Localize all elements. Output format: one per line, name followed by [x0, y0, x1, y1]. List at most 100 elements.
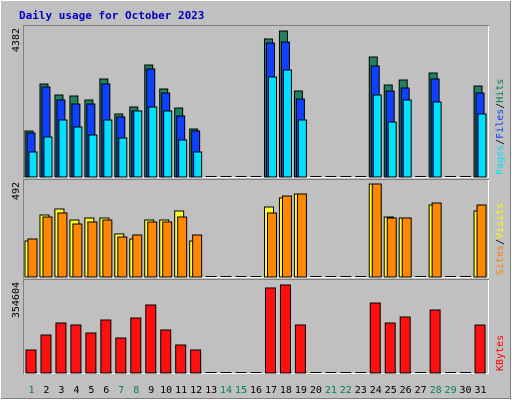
day-label: 27	[415, 385, 427, 396]
bar-sites-day-28	[431, 202, 442, 278]
bar-sites-day-3	[57, 212, 68, 278]
bar-kbytes-day-8	[130, 317, 142, 374]
panel-max-label: 4382	[11, 28, 22, 52]
day-label: 24	[370, 385, 382, 396]
bar-kbytes-day-19	[294, 324, 306, 374]
day-label: 26	[400, 385, 412, 396]
day-label: 3	[58, 385, 64, 396]
bar-sites-day-10	[162, 221, 173, 278]
day-label: 28	[430, 385, 442, 396]
bar-sites-day-5	[87, 221, 98, 278]
day-label: 22	[340, 385, 352, 396]
day-label: 18	[280, 385, 292, 396]
bar-kbytes-day-2	[40, 334, 52, 374]
bar-kbytes-day-25	[384, 322, 396, 374]
bar-kbytes-day-10	[160, 329, 172, 374]
bar-sites-day-11	[177, 216, 188, 278]
bar-pages-day-26	[402, 99, 412, 178]
day-label: 12	[190, 385, 202, 396]
bar-sites-day-18	[281, 195, 292, 278]
bar-kbytes-day-4	[70, 324, 82, 374]
legend-entry: Files	[495, 109, 506, 139]
bar-pages-day-11	[178, 139, 188, 178]
bar-pages-day-31	[477, 113, 487, 178]
day-label: 25	[385, 385, 397, 396]
panel-max-label: 492	[11, 182, 22, 200]
day-label: 5	[88, 385, 94, 396]
bar-pages-day-6	[103, 119, 113, 178]
bar-kbytes-day-24	[369, 302, 381, 374]
day-label: 17	[265, 385, 277, 396]
day-label: 10	[160, 385, 172, 396]
day-label: 31	[474, 385, 486, 396]
bar-sites-day-1	[27, 238, 38, 278]
day-label: 8	[133, 385, 139, 396]
panel-series-legend: KBytes	[495, 335, 506, 371]
legend-entry: Visits	[495, 203, 506, 239]
bar-pages-day-12	[193, 151, 203, 178]
legend-entry: Sites	[495, 245, 506, 275]
bar-sites-day-24	[371, 183, 382, 278]
bar-sites-day-31	[476, 204, 487, 278]
panel-kbytes: 354604 KBytes	[11, 279, 506, 374]
panel-visits: 492 Sites/Visits	[11, 179, 506, 278]
bar-pages-day-4	[73, 126, 83, 178]
bar-kbytes-day-12	[190, 349, 202, 374]
day-label: 9	[148, 385, 154, 396]
bar-pages-day-19	[297, 119, 307, 178]
day-label: 30	[460, 385, 472, 396]
bar-pages-day-9	[148, 106, 158, 178]
day-label: 13	[205, 385, 217, 396]
legend-entry: Pages	[495, 145, 506, 175]
bar-sites-day-2	[42, 216, 53, 278]
bar-kbytes-day-11	[175, 344, 187, 374]
panel-series-legend: Sites/Visits	[495, 203, 506, 275]
day-label: 2	[43, 385, 49, 396]
day-axis-labels: 1 2 3 4 5 6 7 8 9 10 11 12 13 14 15 16 17 18 19 20 21 22 23 24 2…	[28, 385, 486, 396]
panel-max-label: 354604	[11, 282, 22, 318]
legend-entry: Hits	[495, 79, 506, 103]
bar-pages-day-5	[88, 134, 98, 178]
bar-sites-day-19	[296, 193, 307, 278]
bar-pages-day-28	[432, 101, 442, 178]
bar-kbytes-day-3	[55, 322, 67, 374]
chart-panels: 4382Pages/Files/Hits492Sites/Visits35460…	[11, 25, 506, 374]
bar-pages-day-8	[133, 110, 143, 178]
bar-kbytes-day-1	[25, 349, 37, 374]
bar-sites-day-4	[72, 223, 83, 278]
day-label: 1	[28, 385, 34, 396]
bar-sites-day-17	[266, 212, 277, 278]
bar-pages-day-2	[43, 136, 53, 178]
bar-pages-day-10	[163, 110, 173, 178]
bar-sites-day-7	[117, 236, 128, 278]
day-label: 11	[175, 385, 187, 396]
day-label: 7	[118, 385, 124, 396]
panel-series-legend: Pages/Files/Hits	[495, 79, 506, 175]
bar-sites-day-26	[401, 217, 412, 278]
bar-kbytes-day-26	[399, 316, 411, 374]
bar-kbytes-day-7	[115, 337, 127, 374]
day-label: 20	[310, 385, 322, 396]
bar-pages-day-3	[58, 119, 68, 178]
bar-kbytes-day-28	[429, 309, 441, 374]
day-label: 16	[250, 385, 262, 396]
day-label: 15	[235, 385, 247, 396]
day-label: 4	[73, 385, 79, 396]
bar-kbytes-day-18	[279, 284, 291, 374]
bar-pages-day-7	[118, 137, 128, 178]
legend-entry: KBytes	[495, 335, 506, 371]
bar-sites-day-12	[192, 234, 203, 278]
bar-pages-day-25	[387, 121, 397, 178]
bar-kbytes-day-31	[474, 324, 486, 374]
bar-sites-day-8	[132, 234, 143, 278]
bar-kbytes-day-17	[264, 287, 276, 374]
bar-pages-day-17	[267, 76, 277, 178]
legend-entry: /	[495, 103, 506, 109]
legend-entry: /	[495, 139, 506, 145]
bar-pages-day-18	[282, 69, 292, 178]
bar-pages-day-1	[28, 151, 38, 178]
bar-kbytes-day-9	[145, 304, 157, 374]
bar-sites-day-25	[386, 217, 397, 278]
